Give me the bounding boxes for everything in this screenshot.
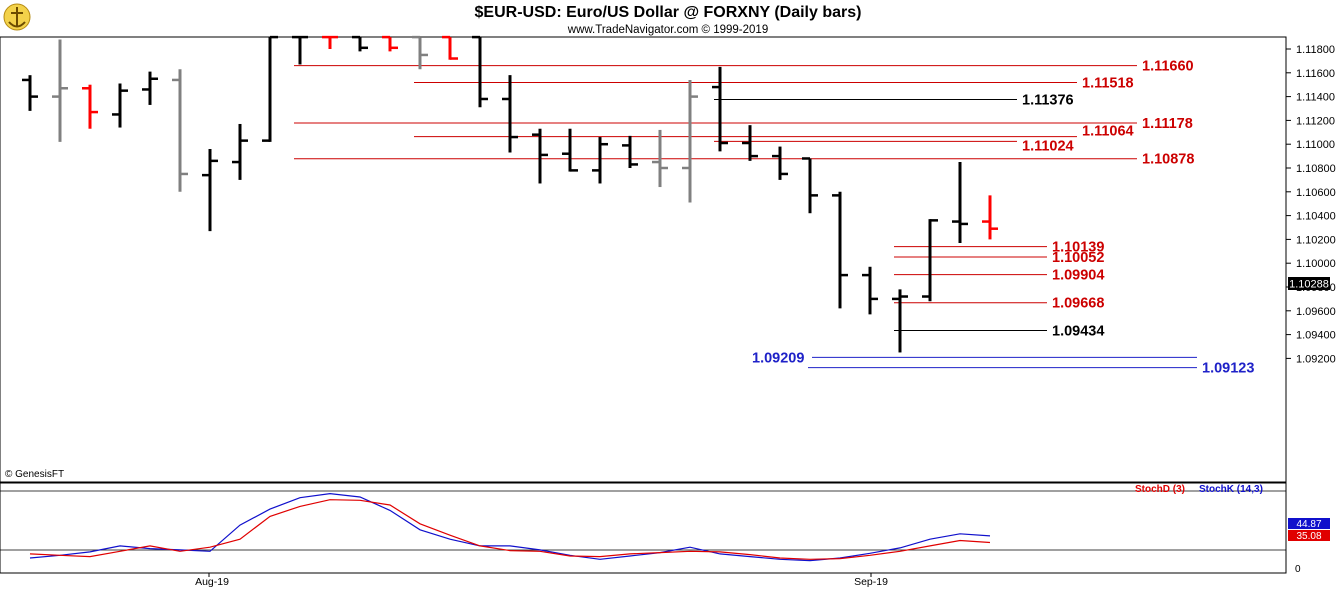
price-bar [52, 39, 68, 142]
level-label: 1.10878 [1142, 152, 1194, 168]
current-price-marker: 1.10288 [1288, 277, 1330, 291]
level-label: 1.11518 [1082, 76, 1134, 92]
price-panel [0, 36, 1287, 483]
x-tick-label: Aug-19 [195, 576, 229, 588]
price-bar [622, 135, 638, 168]
price-bar [112, 83, 128, 128]
level-label: 1.09209 [752, 350, 804, 366]
y-tick-label: 1.09400 [1296, 330, 1336, 342]
price-bar [952, 162, 968, 243]
price-bar [472, 35, 488, 108]
level-label: 1.09904 [1052, 268, 1104, 284]
price-bar [562, 128, 578, 172]
y-tick-label: 1.11600 [1296, 68, 1335, 80]
x-axis: Aug-19 Sep-19 [195, 573, 888, 588]
price-bar [22, 75, 38, 111]
level-label: 1.09434 [1052, 324, 1104, 340]
y-tick-label: 1.10000 [1296, 258, 1336, 270]
stoch-axis-0: 0 [1295, 564, 1301, 575]
stochd-line [29, 499, 991, 560]
chart-title: $EUR-USD: Euro/US Dollar @ FORXNY (Daily… [475, 4, 862, 21]
price-bar [772, 146, 788, 180]
price-bar [652, 129, 668, 188]
price-bar [892, 289, 908, 353]
price-bar [682, 79, 698, 203]
price-bar [742, 125, 758, 161]
price-bar [352, 35, 368, 52]
price-bar [862, 266, 878, 315]
level-label: 1.09123 [1202, 361, 1254, 377]
stochd-legend: StochD (3) [1135, 484, 1185, 495]
price-bar [322, 35, 338, 49]
price-bar [532, 128, 548, 184]
price-bar [172, 69, 188, 192]
price-bar [142, 71, 158, 105]
price-bar [922, 219, 938, 302]
level-label: 1.11178 [1142, 116, 1193, 132]
price-bar [442, 35, 458, 60]
level-label: 1.11660 [1142, 59, 1194, 75]
y-tick-label: 1.11000 [1296, 139, 1335, 151]
price-bar [412, 35, 428, 70]
price-bar [232, 123, 248, 180]
y-tick-label: 1.10400 [1296, 211, 1336, 223]
level-label: 1.11376 [1022, 92, 1074, 108]
price-bar [292, 35, 308, 65]
price-bar [82, 84, 98, 129]
y-tick-label: 1.11400 [1296, 92, 1335, 104]
chart-subtitle: www.TradeNavigator.com © 1999-2019 [567, 24, 768, 36]
stochk-value-box [1288, 518, 1330, 529]
y-tick-label: 1.10800 [1296, 163, 1336, 175]
price-bar [382, 35, 398, 52]
price-bar [502, 75, 518, 153]
level-label: 1.10052 [1052, 250, 1104, 266]
copyright-label: © GenesisFT [5, 469, 64, 480]
price-bar [202, 148, 218, 232]
level-label: 1.11064 [1082, 124, 1134, 140]
level-label: 1.10139 [1052, 240, 1104, 256]
stochastic-panel: StochD (3) StochK (14,3) 50 0 44.87 35.0… [0, 482, 1330, 575]
y-tick-label: 1.10200 [1296, 234, 1336, 246]
price-bars [22, 35, 998, 353]
level-label: 1.11024 [1022, 138, 1074, 154]
stochd-value: 35.08 [1296, 531, 1321, 542]
support-resistance-levels: 1.11660 1.11518 1.11376 1.11178 1.11064 1.110… [294, 59, 1254, 377]
x-tick-label: Sep-19 [854, 576, 888, 588]
logo-icon [3, 3, 31, 31]
y-axis-ticks: 1.11800 1.11600 1.11400 1.11200 1.11000 1.108… [1286, 44, 1336, 365]
y-tick-label: 1.09200 [1296, 353, 1336, 365]
stochd-value-box [1288, 530, 1330, 541]
y-tick-label: 1.11800 [1296, 44, 1335, 56]
price-bar [802, 157, 818, 214]
stochastic-panel-frame [0, 482, 1287, 574]
y-tick-label: 1.09600 [1296, 306, 1336, 318]
level-label: 1.09668 [1052, 296, 1104, 312]
stochk-value: 44.87 [1296, 519, 1321, 530]
y-tick-label: 1.11200 [1296, 115, 1335, 127]
price-bar [982, 195, 998, 240]
price-bar [592, 137, 608, 184]
y-tick-label: 1.10600 [1296, 187, 1336, 199]
current-price-label: 1.10288 [1289, 279, 1329, 291]
stochk-legend: StochK (14,3) [1199, 484, 1263, 495]
price-bar [712, 66, 728, 152]
stochastic-lines [29, 492, 991, 562]
price-bar [832, 191, 848, 309]
price-bar [262, 35, 278, 142]
